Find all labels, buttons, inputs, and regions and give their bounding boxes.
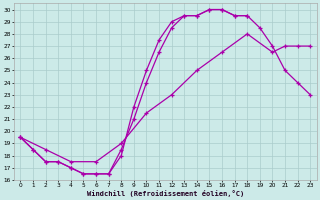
X-axis label: Windchill (Refroidissement éolien,°C): Windchill (Refroidissement éolien,°C) [87,190,244,197]
